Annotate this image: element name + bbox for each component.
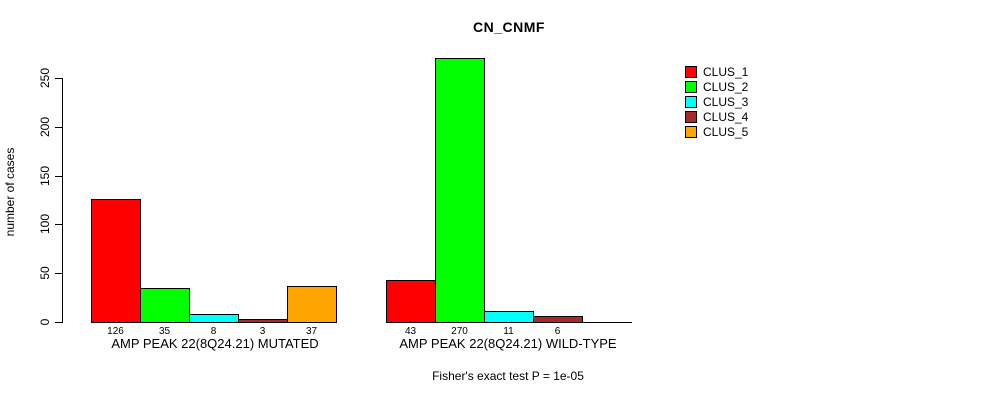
legend-item-clus_2: CLUS_2 bbox=[685, 79, 748, 94]
legend-label: CLUS_4 bbox=[703, 109, 749, 124]
legend-swatch-icon bbox=[685, 65, 697, 78]
bar-value-label: 3 bbox=[259, 326, 266, 337]
bar-clus_4-group2 bbox=[533, 316, 583, 323]
bar-value-label: 270 bbox=[451, 326, 468, 337]
bar-clus_1-group2 bbox=[386, 280, 436, 323]
bar-clus_5-group1 bbox=[287, 286, 337, 323]
y-axis-line bbox=[62, 78, 63, 323]
bar-value-label: 37 bbox=[305, 326, 318, 337]
legend-label: CLUS_1 bbox=[703, 64, 749, 79]
y-tick-mark bbox=[55, 224, 62, 225]
bar-value-label: 126 bbox=[107, 326, 124, 337]
legend-label: CLUS_5 bbox=[703, 124, 749, 139]
bar-value-label: 43 bbox=[404, 326, 417, 337]
y-tick-label: 0 bbox=[38, 318, 52, 326]
bar-clus_2-group1 bbox=[140, 288, 190, 323]
y-tick-label: 200 bbox=[38, 116, 52, 138]
y-tick-label: 250 bbox=[38, 67, 52, 89]
y-tick-label: 100 bbox=[38, 213, 52, 235]
legend-item-clus_4: CLUS_4 bbox=[685, 109, 748, 124]
y-tick-mark bbox=[55, 78, 62, 79]
bar-value-label: 8 bbox=[210, 326, 217, 337]
legend-swatch-icon bbox=[685, 110, 697, 123]
legend-label: CLUS_3 bbox=[703, 94, 749, 109]
legend-label: CLUS_2 bbox=[703, 79, 749, 94]
footnote-fisher-test: Fisher's exact test P = 1e-05 bbox=[432, 369, 584, 383]
chart-title: CN_CNMF bbox=[473, 19, 545, 35]
legend-item-clus_5: CLUS_5 bbox=[685, 124, 748, 139]
bar-value-label: 35 bbox=[158, 326, 171, 337]
y-tick-mark bbox=[55, 176, 62, 177]
y-axis-label: number of cases bbox=[3, 147, 17, 237]
legend-swatch-icon bbox=[685, 125, 697, 138]
legend-swatch-icon bbox=[685, 95, 697, 108]
bar-clus_4-group1 bbox=[238, 319, 288, 323]
y-tick-label: 50 bbox=[38, 266, 52, 280]
y-tick-mark bbox=[55, 322, 62, 323]
bar-clus_1-group1 bbox=[91, 199, 141, 323]
group-label-mutated: AMP PEAK 22(8Q24.21) MUTATED bbox=[111, 336, 319, 351]
legend-swatch-icon bbox=[685, 80, 697, 93]
group-label-wild-type: AMP PEAK 22(8Q24.21) WILD-TYPE bbox=[399, 336, 617, 351]
bar-clus_3-group1 bbox=[189, 314, 239, 323]
bar-value-label: 11 bbox=[503, 326, 514, 337]
bar-clus_2-group2 bbox=[435, 58, 485, 323]
y-tick-label: 150 bbox=[38, 165, 52, 187]
bar-value-label: 6 bbox=[554, 326, 561, 337]
bar-clus_3-group2 bbox=[484, 311, 534, 323]
legend-item-clus_1: CLUS_1 bbox=[685, 64, 748, 79]
y-tick-mark bbox=[55, 127, 62, 128]
legend-item-clus_3: CLUS_3 bbox=[685, 94, 748, 109]
y-tick-mark bbox=[55, 273, 62, 274]
legend: CLUS_1 CLUS_2 CLUS_3 CLUS_4 CLUS_5 bbox=[685, 64, 748, 139]
